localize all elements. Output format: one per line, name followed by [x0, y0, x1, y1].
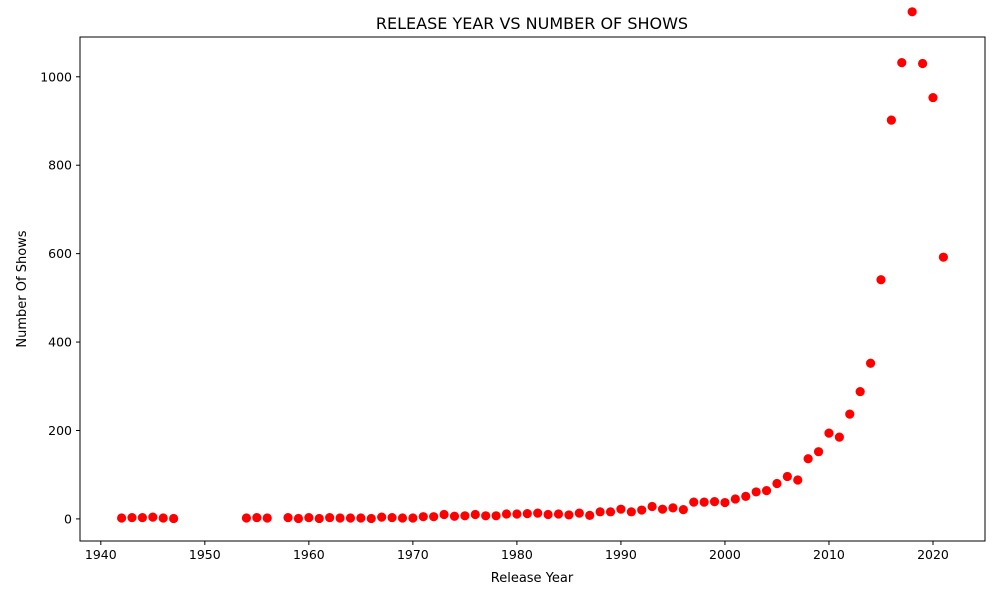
chart-title: RELEASE YEAR VS NUMBER OF SHOWS: [376, 14, 688, 33]
data-point: [543, 509, 553, 520]
data-point: [158, 513, 168, 523]
data-point: [938, 252, 948, 262]
data-point: [345, 513, 356, 523]
data-point: [335, 513, 345, 523]
data-point: [304, 512, 314, 523]
data-point: [876, 275, 886, 285]
data-point: [169, 513, 179, 524]
data-point: [325, 512, 335, 523]
x-tick-label: 2000: [709, 547, 741, 562]
data-point: [782, 471, 792, 482]
y-tick-label: 600: [48, 246, 72, 261]
plot-frame: [79, 36, 986, 542]
data-point: [834, 432, 844, 442]
x-tick-label: 1950: [189, 547, 221, 562]
data-point: [262, 513, 272, 523]
data-point: [439, 509, 449, 520]
data-point: [314, 513, 324, 524]
x-tick-label: 1980: [501, 547, 533, 562]
y-tick-label: 0: [64, 511, 72, 526]
data-point: [512, 509, 522, 519]
y-axis-label: Number Of Shows: [15, 230, 30, 347]
data-point: [387, 512, 397, 523]
data-point: [377, 512, 387, 522]
data-point: [813, 447, 824, 457]
data-point: [772, 478, 782, 489]
x-tick-label: 1970: [397, 547, 429, 562]
data-point: [824, 428, 834, 438]
y-tick-label: 400: [48, 335, 72, 350]
x-tick-label: 1940: [85, 547, 117, 562]
data-point: [793, 475, 803, 485]
data-point: [626, 507, 636, 517]
data-point: [897, 58, 907, 68]
data-point: [460, 511, 470, 521]
x-tick-label: 1990: [605, 547, 637, 562]
data-point: [481, 511, 491, 521]
data-point: [855, 386, 865, 397]
data-point: [491, 511, 501, 521]
data-point: [595, 507, 605, 517]
x-tick-label: 2020: [917, 547, 949, 562]
data-point: [366, 513, 376, 524]
data-point: [616, 504, 626, 514]
data-point: [720, 497, 730, 508]
data-point: [803, 454, 813, 464]
data-point: [501, 509, 512, 519]
data-point: [533, 508, 543, 518]
data-point: [689, 497, 699, 507]
data-point: [429, 512, 439, 522]
x-axis-ticks: 1940 1950 1960 1970 1980 1990 2000 2010 2020: [85, 541, 949, 562]
data-point: [886, 115, 896, 125]
data-point: [127, 512, 137, 523]
data-point: [283, 512, 293, 523]
data-point: [678, 505, 688, 515]
x-tick-label: 1960: [293, 547, 325, 562]
data-point: [928, 92, 938, 103]
data-point: [449, 511, 460, 521]
data-point: [137, 512, 148, 523]
data-point: [408, 513, 418, 523]
data-point: [845, 409, 855, 419]
data-point: [730, 494, 740, 504]
data-point: [148, 512, 158, 522]
data-points: [117, 7, 948, 524]
data-point: [917, 58, 928, 69]
data-point: [470, 509, 480, 520]
data-point: [751, 487, 761, 497]
data-point: [574, 508, 584, 518]
data-point: [356, 513, 366, 523]
x-tick-label: 2010: [813, 547, 845, 562]
data-point: [699, 497, 709, 507]
y-tick-label: 1000: [40, 69, 72, 84]
data-point: [564, 510, 574, 520]
data-point: [418, 512, 428, 522]
x-axis-label: Release Year: [491, 571, 574, 586]
data-point: [761, 486, 772, 496]
data-point: [522, 508, 532, 519]
data-point: [647, 501, 657, 512]
data-point: [668, 503, 678, 513]
data-point: [907, 7, 917, 17]
data-point: [657, 504, 668, 514]
y-axis-ticks: 0 200 400 600 800 1000: [40, 69, 80, 526]
data-point: [585, 510, 595, 520]
data-point: [637, 505, 647, 515]
data-point: [117, 513, 127, 523]
data-point: [605, 507, 616, 517]
data-point: [865, 358, 876, 368]
data-point: [293, 513, 304, 524]
data-point: [741, 491, 751, 501]
data-point: [252, 512, 262, 523]
y-tick-label: 200: [48, 423, 72, 438]
data-point: [553, 509, 564, 519]
data-point: [241, 513, 252, 523]
data-point: [397, 513, 408, 523]
data-point: [709, 497, 720, 507]
y-tick-label: 800: [48, 158, 72, 173]
